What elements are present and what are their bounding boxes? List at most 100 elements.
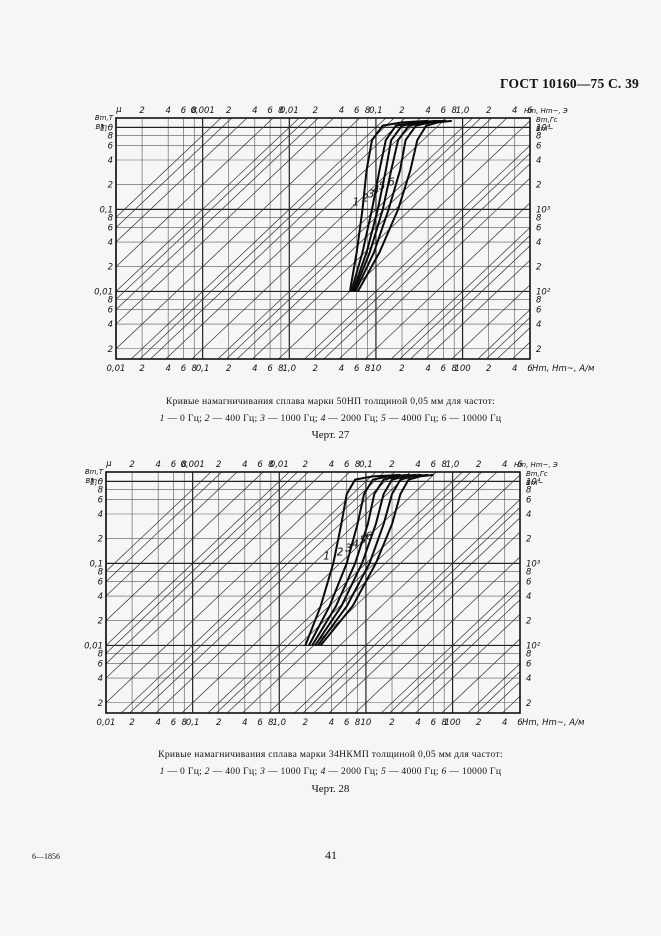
top-tick-label: 1,0 [456,106,470,116]
curve-label-2: 2 [362,192,369,204]
y-tick-label-left: 6 [98,496,104,506]
top-tick-label: 4 [242,460,247,470]
y-tick-label-left: 0,01 [94,287,113,297]
x-tick-label: 4 [155,718,160,728]
x-tick-label: 2 [216,718,221,728]
y-tick-label-right: 6 [536,306,542,316]
y-tick-label-right: 10² [526,641,541,651]
x-tick-label: 4 [512,364,517,374]
y-tick-label-right: 4 [526,592,531,602]
top-tick-label: 4 [165,106,170,116]
curve-label-4: 4 [373,184,380,196]
top-tick-label: 0,001 [180,460,204,470]
y-axis-label-left: Bm,T [95,114,114,122]
top-tick-label: 4 [512,106,517,116]
y-tick-label-left: 4 [98,674,103,684]
top-tick-label: 6 [344,460,350,470]
page-number: 41 [325,848,337,862]
x-tick-label: 8 [355,718,361,728]
y-tick-label-right: 4 [536,320,541,330]
top-tick-label: 4 [252,106,257,116]
top-axis-unit-label: Hm, Hm~, Э [514,461,558,469]
top-tick-label: 4 [415,460,420,470]
y-tick-label-right: 10⁴ [536,123,551,133]
x-tick-label: 8 [451,364,457,374]
x-tick-label: 1,0 [283,364,297,374]
figure-label-28: Черт. 28 [311,783,350,795]
top-tick-label: 1,0 [446,460,460,470]
curve-5 [317,473,429,646]
y-tick-label-left: 8 [98,485,104,495]
x-tick-label: 0,01 [97,718,116,728]
x-axis-label: Hm, Hm~, А/м [532,364,595,374]
x-axis-label: Hm, Hm~, А/м [522,718,585,728]
y-tick-label-left: 2 [108,263,113,273]
top-tick-label: 0,001 [190,106,214,116]
y-tick-label-left: 2 [108,181,113,191]
top-tick-label: 8 [451,106,457,116]
plot-area [115,118,531,359]
y-tick-label-left: 4 [108,238,113,248]
magnetization-chart-28: 0,01 2 4 6 8 0,1 2 4 6 8 1,0 2 4 6 8 10 2 4 6 8 100 2 4 6 Hm, Hm… [72,450,585,735]
y-tick-label-right: 4 [536,156,541,166]
x-tick-label: 2 [313,364,318,374]
curve-1 [348,119,429,292]
curve-number: 6 [441,766,447,777]
top-tick-label: 8 [192,106,198,116]
y-tick-label-right: 8 [536,131,542,141]
y-tick-label-right: 6 [536,142,542,152]
y-axis-label-right: Bm,Гс [536,116,558,124]
curve-number: 1 [159,413,165,424]
x-tick-label: 4 [242,718,247,728]
y-tick-label-left: 8 [108,213,114,223]
y-tick-label-left: 2 [98,617,103,627]
y-tick-label-left: 2 [98,535,103,545]
y-tick-label-left: 0,01 [84,641,103,651]
y-tick-label-right: 2 [536,345,541,355]
y-tick-label-right: 4 [526,510,531,520]
curve-label-6: 6 [366,530,373,542]
top-tick-label: 0,01 [270,460,289,470]
curve-label-3: 3 [368,188,375,200]
x-tick-label: 6 [344,718,350,728]
x-tick-label: 0,01 [107,364,126,374]
curve-number: 5 [381,413,387,424]
top-tick-label: 8 [441,460,447,470]
curve-6 [319,473,434,647]
caption-28-line1: Кривые намагничивания сплава марки 34НКМ… [158,749,503,760]
top-tick-label: 2 [216,460,221,470]
top-tick-label: 8 [365,106,371,116]
y-tick-label-right: 10³ [526,559,541,569]
top-tick-label: 6 [527,106,533,116]
y-tick-label-right: 2 [536,181,541,191]
y-tick-label-left: 8 [108,131,114,141]
x-tick-label: 2 [226,364,231,374]
y-tick-label-left: 6 [98,578,104,588]
x-tick-label: 6 [354,364,360,374]
x-tick-label: 4 [339,364,344,374]
x-tick-label: 8 [182,718,188,728]
top-tick-label: 4 [155,460,160,470]
y-tick-label-right: 6 [536,224,542,234]
y-tick-label-left: 6 [108,224,114,234]
curve-label-1: 1 [323,550,330,562]
x-tick-label: 2 [303,718,308,728]
top-tick-label: 6 [441,106,447,116]
curve-number: 3 [260,413,266,424]
y-tick-label-left: 4 [108,156,113,166]
y-axis-label-right: Bm,Гс [526,470,548,478]
top-axis-unit-label: Hm, Hm~, Э [524,107,568,115]
curve-label-3: 3 [345,542,352,554]
plot-frame [115,117,531,360]
top-tick-label: 4 [502,460,507,470]
curve-label-2: 2 [337,546,344,558]
plot-frame [105,471,521,714]
y-axis-label-left-ac: Bm~ [86,477,104,485]
x-tick-label: 2 [129,718,134,728]
x-tick-label: 4 [165,364,170,374]
top-tick-label: 4 [425,106,430,116]
y-tick-label-left: 6 [108,306,114,316]
y-tick-label-right: 8 [526,485,532,495]
x-tick-label: 8 [441,718,447,728]
x-tick-label: 6 [527,364,533,374]
